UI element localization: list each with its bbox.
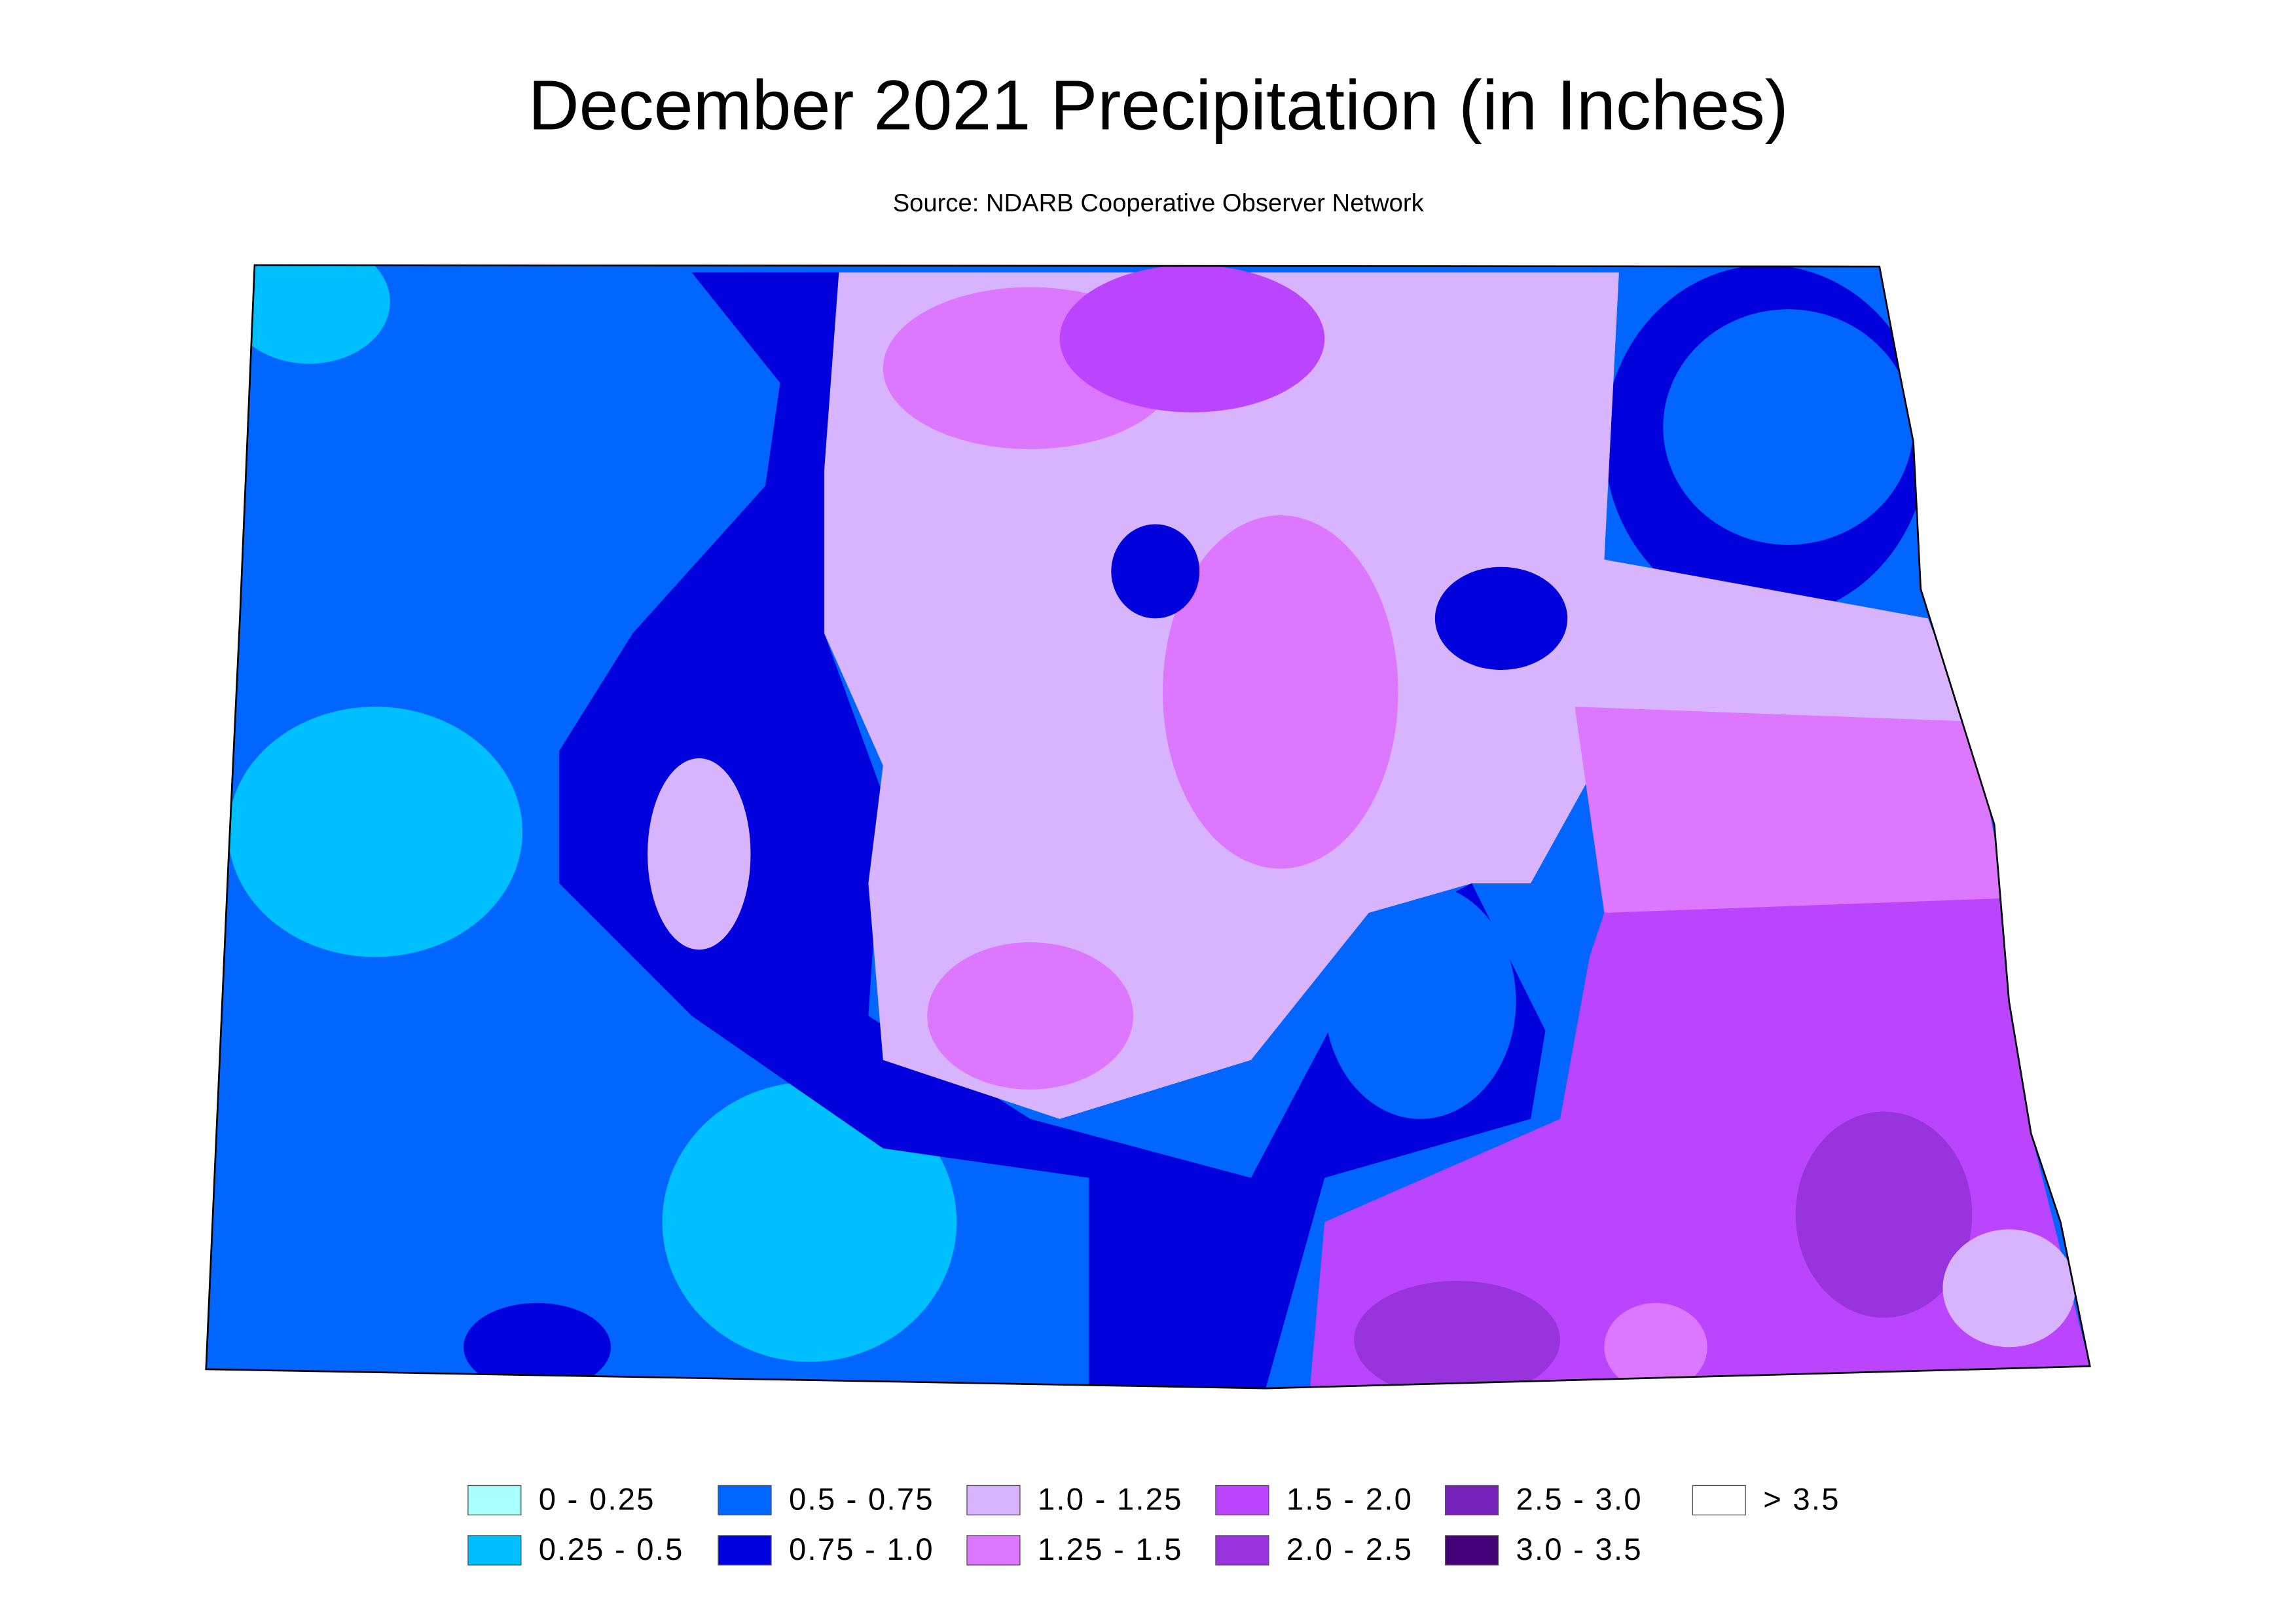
legend-label: 0.5 - 0.75 — [789, 1483, 934, 1517]
legend-swatch — [1444, 1485, 1499, 1516]
legend: 0 - 0.25 0.25 - 0.5 0.5 - 0.75 0.75 - 1.0 1.… — [467, 1483, 1840, 1567]
legend-label: 2.5 - 3.0 — [1516, 1483, 1643, 1517]
precip-zone — [1434, 566, 1568, 671]
legend-swatch — [718, 1485, 772, 1516]
legend-swatch — [1444, 1535, 1499, 1566]
precip-zone — [647, 758, 751, 950]
precip-zone — [1575, 707, 2009, 913]
legend-label: 1.0 - 1.25 — [1038, 1483, 1183, 1517]
legend-swatch — [1215, 1535, 1269, 1566]
precip-zone — [228, 265, 390, 364]
legend-label: 3.0 - 3.5 — [1516, 1532, 1643, 1567]
legend-swatch — [1215, 1485, 1269, 1516]
legend-swatch — [1692, 1485, 1746, 1516]
legend-label: 0.75 - 1.0 — [789, 1532, 934, 1567]
legend-swatch — [966, 1485, 1021, 1516]
legend-label: > 3.5 — [1763, 1483, 1840, 1517]
precip-zone — [228, 707, 523, 957]
legend-label: 0.25 - 0.5 — [539, 1532, 684, 1567]
precip-zone — [927, 942, 1134, 1090]
precip-zone — [559, 272, 1546, 1389]
precip-zone — [1059, 265, 1325, 413]
state-outline — [205, 264, 2091, 1390]
precip-zone — [1162, 515, 1398, 869]
precip-zone — [1111, 524, 1200, 619]
precip-zone — [1795, 1111, 1973, 1318]
precip-zone — [1324, 883, 1516, 1119]
legend-label: 2.0 - 2.5 — [1286, 1532, 1413, 1567]
precip-zone — [1942, 1229, 2075, 1348]
map-title: December 2021 Precipitation (in Inches) — [528, 65, 1789, 144]
legend-swatch — [718, 1535, 772, 1566]
legend-swatch — [966, 1535, 1021, 1566]
legend-swatch — [467, 1535, 522, 1566]
precip-zone — [464, 1302, 611, 1389]
precip-zone — [1354, 1281, 1560, 1389]
precip-zone — [824, 272, 1973, 1119]
precip-zone — [1663, 309, 1914, 545]
map-subtitle: Source: NDARB Cooperative Observer Netwo… — [893, 189, 1425, 217]
precip-zone — [1604, 1302, 1707, 1389]
legend-label: 1.25 - 1.5 — [1038, 1532, 1183, 1567]
precip-zone — [662, 1082, 957, 1362]
legend-swatch — [467, 1485, 522, 1516]
legend-label: 0 - 0.25 — [539, 1483, 655, 1517]
legend-label: 1.5 - 2.0 — [1286, 1483, 1413, 1517]
